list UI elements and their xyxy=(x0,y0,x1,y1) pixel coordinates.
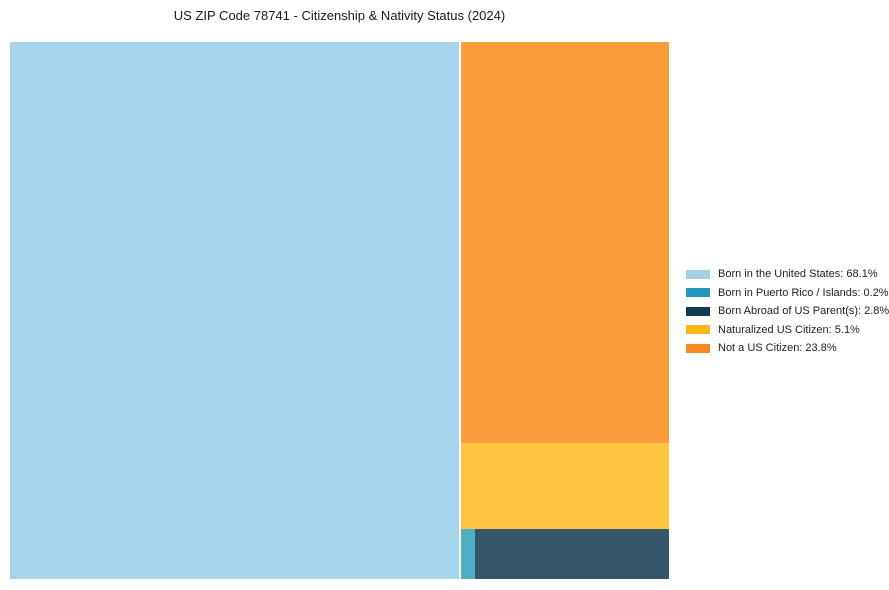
legend-item-born-in-us: Born in the United States: 68.1% xyxy=(686,265,889,284)
legend-swatch-born-abroad xyxy=(686,306,710,316)
treemap-block-born-abroad xyxy=(475,529,669,579)
treemap-block-not-a-us-citizen xyxy=(461,42,669,443)
legend-swatch-born-in-puerto-rico xyxy=(686,288,710,298)
legend-label-born-abroad: Born Abroad of US Parent(s): 2.8% xyxy=(718,305,889,318)
legend: Born in the United States: 68.1% Born in … xyxy=(686,265,889,358)
treemap-block-born-in-puerto-rico xyxy=(461,529,475,579)
legend-item-naturalized: Naturalized US Citizen: 5.1% xyxy=(686,321,889,340)
legend-swatch-naturalized xyxy=(686,325,710,335)
legend-item-born-in-puerto-rico: Born in Puerto Rico / Islands: 0.2% xyxy=(686,284,889,303)
legend-label-naturalized: Naturalized US Citizen: 5.1% xyxy=(718,323,860,336)
legend-swatch-born-in-us xyxy=(686,269,710,279)
treemap-block-naturalized-citizen xyxy=(461,443,669,529)
legend-item-born-abroad: Born Abroad of US Parent(s): 2.8% xyxy=(686,302,889,321)
legend-label-born-in-us: Born in the United States: 68.1% xyxy=(718,268,878,281)
chart-title: US ZIP Code 78741 - Citizenship & Nativi… xyxy=(173,8,506,23)
legend-swatch-not-citizen xyxy=(686,343,710,353)
legend-label-not-citizen: Not a US Citizen: 23.8% xyxy=(718,342,837,355)
treemap-chart xyxy=(10,42,669,579)
legend-item-not-citizen: Not a US Citizen: 23.8% xyxy=(686,339,889,358)
treemap-block-born-in-us xyxy=(10,42,459,579)
legend-label-born-in-puerto-rico: Born in Puerto Rico / Islands: 0.2% xyxy=(718,286,889,299)
